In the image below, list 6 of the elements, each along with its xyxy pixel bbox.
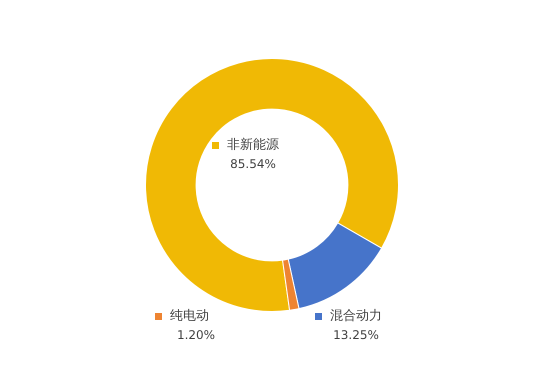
legend-label: 非新能源 — [227, 137, 279, 152]
legend-label: 纯电动 — [170, 308, 209, 324]
data-label: 1.20% — [176, 328, 216, 342]
data-label: 85.54% — [230, 157, 276, 172]
data-label: 13.25% — [333, 328, 379, 342]
legend-label: 混合动力 — [330, 308, 382, 324]
